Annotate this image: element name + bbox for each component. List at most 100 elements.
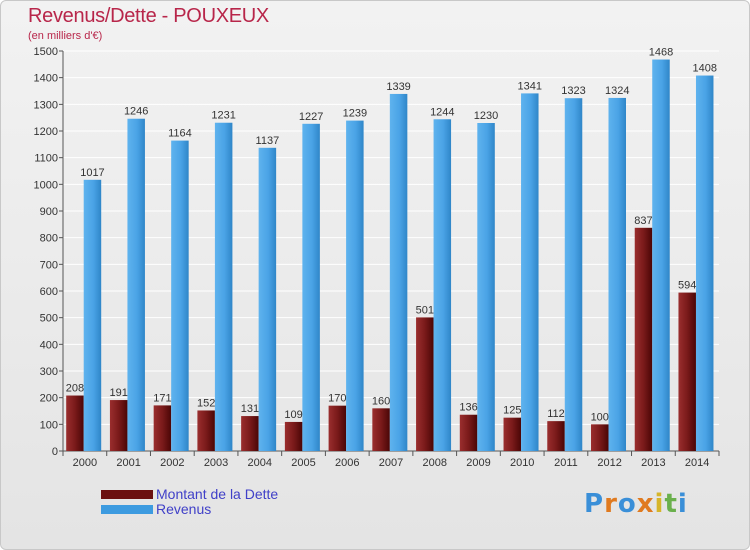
data-label-dette: 152 <box>197 397 215 409</box>
y-tick-label: 200 <box>40 393 58 405</box>
bar-dette <box>197 410 215 451</box>
bar-revenus <box>695 75 714 452</box>
data-label-revenus: 1246 <box>124 106 148 118</box>
data-label-revenus: 1339 <box>386 81 410 93</box>
legend-swatch-revenus <box>101 505 153 514</box>
proxiti-logo: Proxiti <box>584 489 688 519</box>
data-label-dette: 136 <box>459 402 477 414</box>
bar-dette <box>416 317 434 451</box>
axes: 0 100 200 300 400 500 600 700 800 900 1000 1100 1200… <box>34 46 720 469</box>
bar-dette <box>591 424 609 451</box>
bar-dette <box>284 421 303 451</box>
chart-subtitle: (en milliers d'€) <box>28 30 103 42</box>
y-tick-label: 1100 <box>34 153 58 165</box>
bar-revenus <box>83 179 102 452</box>
data-label-dette: 100 <box>591 411 609 423</box>
data-label-revenus: 1323 <box>561 85 585 97</box>
y-tick-label: 0 <box>52 446 58 458</box>
y-tick-label: 1500 <box>34 46 58 58</box>
data-label-dette: 171 <box>153 392 171 404</box>
y-tick-label: 300 <box>40 366 58 378</box>
data-label-revenus: 1017 <box>80 167 104 179</box>
x-tick-label: 2007 <box>379 457 403 469</box>
x-tick-label: 2010 <box>510 457 534 469</box>
bar-dette <box>153 405 172 451</box>
data-label-dette: 125 <box>503 405 521 417</box>
logo-letter: o <box>617 489 637 519</box>
data-label-dette: 160 <box>372 395 390 407</box>
bar-dette <box>66 395 84 451</box>
data-label-revenus: 1239 <box>343 108 367 120</box>
bar-revenus <box>433 119 452 452</box>
data-label-revenus: 1164 <box>168 128 192 140</box>
x-tick-label: 2012 <box>597 457 621 469</box>
data-label-revenus: 1227 <box>299 111 323 123</box>
x-tick-label: 2005 <box>291 457 315 469</box>
bar-revenus <box>346 120 364 451</box>
x-tick-label: 2009 <box>466 457 490 469</box>
logo-letter: x <box>636 489 655 519</box>
bar-dette <box>634 227 653 451</box>
x-tick-label: 2001 <box>116 457 140 469</box>
logo-letter: i <box>654 489 665 519</box>
legend-label-revenus: Revenus <box>156 501 212 517</box>
bar-revenus <box>127 118 145 451</box>
bar-dette <box>372 408 390 451</box>
bar-dette <box>459 414 478 451</box>
data-label-dette: 112 <box>547 408 565 420</box>
bar-dette <box>328 405 347 451</box>
bar-dette <box>547 421 565 451</box>
y-tick-label: 400 <box>40 339 58 351</box>
y-tick-label: 1000 <box>34 179 58 191</box>
data-label-revenus: 1324 <box>605 85 629 97</box>
bar-revenus <box>477 123 495 451</box>
x-tick-label: 2011 <box>554 457 578 469</box>
bar-revenus <box>302 123 320 452</box>
data-label-revenus: 1231 <box>211 110 235 122</box>
bar-dette <box>678 292 696 451</box>
y-tick-label: 100 <box>40 419 58 431</box>
bar-revenus <box>171 140 189 451</box>
bar-dette <box>109 400 128 451</box>
y-tick-label: 800 <box>40 233 58 245</box>
chart-title: Revenus/Dette - POUXEUX <box>28 5 269 27</box>
data-labels: 208 191 171 152 131 109 170 160 501 136 125 112 100 8… <box>66 47 717 424</box>
x-tick-label: 2000 <box>73 457 97 469</box>
bar-revenus <box>214 122 233 451</box>
data-label-dette: 131 <box>241 403 259 415</box>
logo-letter: i <box>677 489 688 519</box>
data-label-dette: 594 <box>678 280 696 292</box>
x-tick-label: 2002 <box>160 457 184 469</box>
bar-revenus <box>389 93 408 451</box>
y-tick-label: 1300 <box>34 99 58 111</box>
bar-revenus <box>608 97 626 451</box>
bar-dette <box>503 417 522 451</box>
x-tick-label: 2004 <box>248 457 272 469</box>
bar-dette <box>241 416 259 451</box>
bar-revenus <box>652 59 670 452</box>
data-label-dette: 109 <box>284 409 302 421</box>
data-label-dette: 837 <box>634 215 652 227</box>
y-tick-label: 1400 <box>34 73 58 85</box>
x-tick-label: 2006 <box>335 457 359 469</box>
data-label-dette: 208 <box>66 383 84 395</box>
data-label-dette: 191 <box>110 387 128 399</box>
logo-letter: r <box>604 489 618 519</box>
data-label-dette: 501 <box>416 304 434 316</box>
y-tick-label: 500 <box>40 313 58 325</box>
x-tick-label: 2013 <box>641 457 665 469</box>
x-tick-label: 2003 <box>204 457 228 469</box>
y-tick-label: 1200 <box>34 126 58 138</box>
data-label-revenus: 1468 <box>649 47 673 59</box>
y-tick-label: 700 <box>40 259 58 271</box>
bar-revenus <box>258 147 277 452</box>
logo-letter: t <box>664 489 678 519</box>
x-tick-label: 2014 <box>685 457 709 469</box>
data-label-revenus: 1230 <box>474 110 498 122</box>
y-tick-label: 900 <box>40 206 58 218</box>
data-label-dette: 170 <box>328 393 346 405</box>
logo-letter: P <box>584 489 605 519</box>
data-label-revenus: 1341 <box>518 80 542 92</box>
